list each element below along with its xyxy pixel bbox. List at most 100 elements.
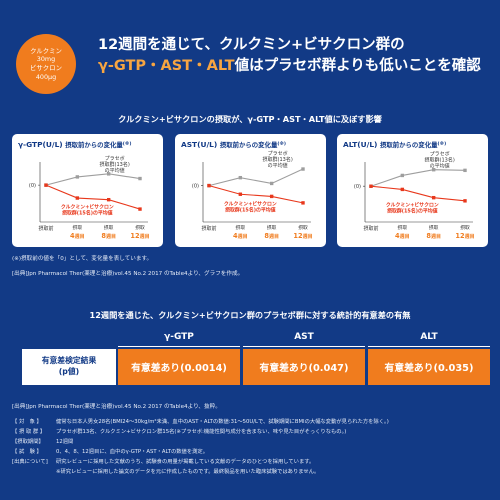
legend-test-line1: クルクミン+ビサクロン <box>224 200 277 207</box>
x-tick-unit: 週目 <box>238 233 248 240</box>
x-tick-unit: 週目 <box>140 233 150 240</box>
x-tick-number: 8 <box>426 232 431 240</box>
note-value: 健常な日本人男女28名(BMI24〜30kg/m²未満、血中のAST・ALTの数… <box>56 419 389 425</box>
data-point <box>75 175 80 179</box>
x-tick-label-prefix: 摂取 <box>398 224 408 231</box>
chart-panel-ggtp: γ-GTP(U/L) 摂取前からの変化量(※) (0) 摂取前 摂取 4週目 摂取 8週目摂… <box>12 134 163 247</box>
data-point <box>369 184 373 188</box>
chart-subtitle-mark: (※) <box>277 141 286 147</box>
chart-subtitle: 摂取前からの変化量 <box>380 140 438 149</box>
result-cell-alt: 有意差あり(0.035) <box>368 349 490 385</box>
x-tick-label-prefix: 摂取 <box>135 224 145 231</box>
headline-rest: 値はプラセボ群よりも低いことを確認 <box>234 58 481 75</box>
series-line <box>208 168 304 187</box>
note-row: [出典について] 研究レビューに採用した文献のうち、試験食の用量が掲載している文献… <box>12 457 492 467</box>
badge-line4: 400μg <box>35 72 57 81</box>
x-tick-unit: 週目 <box>303 233 313 240</box>
note-key: 【 摂 取 群 】 <box>12 429 46 436</box>
headline-line1: 12週間を通じて、クルクミン+ビサクロン群の <box>98 37 405 53</box>
row-label-line1: 有意差検定結果 <box>41 356 97 366</box>
chart-ggtp: γ-GTP(U/L) 摂取前からの変化量(※)(0)摂取前 摂取4週目摂取8週目摂… <box>18 140 150 240</box>
note-value: 12週間 <box>56 439 74 446</box>
section1-title: クルクミン+ビサクロンの摂取が、γ-GTP・AST・ALT値に及ぼす影響 <box>118 114 382 124</box>
x-tick-label: 摂取前 <box>38 225 53 232</box>
note-value: 研究レビューに採用した文献のうち、試験食の用量が掲載している文献のデータのひとつ… <box>56 459 315 466</box>
footnote-source1: [出典]Jpn Pharmacol Ther(薬理と治療)vol.45 No.2… <box>12 271 244 277</box>
x-tick-unit: 週目 <box>269 233 279 240</box>
data-point <box>269 194 274 199</box>
legend-placebo-line3: の平均値 <box>268 162 288 169</box>
badge-line1: クルクミン <box>30 46 62 55</box>
data-point <box>269 181 274 186</box>
note-key: [出典について] <box>12 459 48 466</box>
legend-placebo-line3: の平均値 <box>105 167 125 174</box>
x-tick-label: 4週目 <box>70 232 85 240</box>
x-tick-unit: 週目 <box>431 233 441 240</box>
chart-subtitle-mark: (※) <box>123 141 132 147</box>
legend-placebo-line2: 摂取群(13名) <box>425 157 455 164</box>
chart-panel-alt: ALT(U/L) 摂取前からの変化量(※) (0) 摂取前 摂取 4週目 摂取 8週目 摂取 1… <box>337 134 488 247</box>
x-tick-label: 4週目 <box>233 232 248 240</box>
x-tick-label-prefix: 摂取 <box>298 224 308 231</box>
data-point <box>238 175 243 180</box>
chart-ast: AST(U/L) 摂取前からの変化量(※)(0)摂取前 摂取4週目摂取8週目摂取1… <box>181 140 313 240</box>
y-tick-label: (0) <box>192 184 199 190</box>
data-point <box>301 201 305 205</box>
legend-test-line2: 摂取群(15名)の平均値 <box>62 210 113 217</box>
data-point <box>400 173 405 178</box>
x-tick-label: 4週目 <box>395 232 410 240</box>
chart-alt: ALT(U/L) 摂取前からの変化量(※)(0)摂取前 摂取4週目摂取8週目摂取1… <box>343 140 475 240</box>
x-tick-label: 摂取前 <box>201 225 216 232</box>
x-tick-number: 12 <box>130 232 140 240</box>
footnote-source2: [出典]Jpn Pharmacol Ther(薬理と治療)vol.45 No.2… <box>12 404 221 410</box>
note-value: プラセボ群13名、クルクミン+ビサクロン群15名(※プラセボ:機能性関与成分を含… <box>56 429 347 436</box>
data-point <box>431 168 436 172</box>
data-point <box>400 187 405 192</box>
note-value: 0、4、8、12週目に、血中のγ-GTP・AST・ALTの数値を測定。 <box>56 449 209 456</box>
data-point <box>463 199 467 203</box>
chart-title-text: AST(U/L) <box>181 140 220 149</box>
note-key: 【摂取期間】 <box>12 439 44 446</box>
chart-subtitle: 摂取前からの変化量 <box>220 140 278 149</box>
x-tick-label-prefix: 摂取 <box>429 224 439 231</box>
x-tick-label: 8週目 <box>101 232 116 240</box>
result-cell-ggtp: 有意差あり(0.0014) <box>118 349 240 385</box>
chart-title-text: γ-GTP(U/L) <box>18 140 65 149</box>
x-tick-number: 4 <box>70 232 75 240</box>
result-cell-ast: 有意差あり(0.047) <box>243 349 365 385</box>
series-line <box>370 185 466 202</box>
series-line <box>370 169 466 187</box>
chart-subtitle-mark: (※) <box>438 141 447 147</box>
data-point <box>138 207 142 211</box>
chart-title: AST(U/L) 摂取前からの変化量(※) <box>181 140 286 149</box>
data-point <box>106 197 111 202</box>
headline-highlight: γ-GTP・AST・ALT <box>98 58 235 75</box>
x-tick-number: 8 <box>101 232 106 240</box>
data-point <box>106 172 111 176</box>
x-tick-unit: 週目 <box>400 233 410 240</box>
note-sub: ※研究レビューに採用した論文のデータを元に作成したものです。最終製品を用いた臨床… <box>56 469 320 476</box>
legend-placebo-line2: 摂取群(13名) <box>100 161 130 168</box>
chart-title: ALT(U/L) 摂取前からの変化量(※) <box>343 140 446 149</box>
x-tick-number: 12 <box>293 232 303 240</box>
legend-placebo-line3: の平均値 <box>430 163 450 170</box>
x-tick-number: 4 <box>233 232 238 240</box>
y-tick-label: (0) <box>354 184 361 190</box>
note-row: 【 試 験 】 0、4、8、12週目に、血中のγ-GTP・AST・ALTの数値を測… <box>12 447 492 457</box>
x-tick-label: 12週目 <box>293 232 312 240</box>
x-tick-label-prefix: 摂取 <box>236 224 246 231</box>
x-tick-label-prefix: 摂取 <box>460 224 470 231</box>
x-tick-label-prefix: 摂取 <box>104 224 114 231</box>
legend-test-line1: クルクミン+ビサクロン <box>61 204 114 211</box>
note-row: 【摂取期間】 12週間 <box>12 437 492 447</box>
legend-test-line1: クルクミン+ビサクロン <box>386 202 439 209</box>
x-tick-label: 12週目 <box>130 232 149 240</box>
data-point <box>431 195 436 200</box>
legend-placebo-line1: プラセボ <box>105 155 125 162</box>
data-point <box>301 167 305 171</box>
series-line <box>45 173 141 186</box>
headline: 12週間を通じて、クルクミン+ビサクロン群の γ-GTP・AST・ALT値はプラ… <box>98 35 493 77</box>
note-row: 【 対 象 】 健常な日本人男女28名(BMI24〜30kg/m²未満、血中のAS… <box>12 417 492 427</box>
dosage-badge: クルクミン 30mg ビサクロン 400μg <box>16 34 76 94</box>
chart-subtitle: 摂取前からの変化量 <box>65 140 123 149</box>
